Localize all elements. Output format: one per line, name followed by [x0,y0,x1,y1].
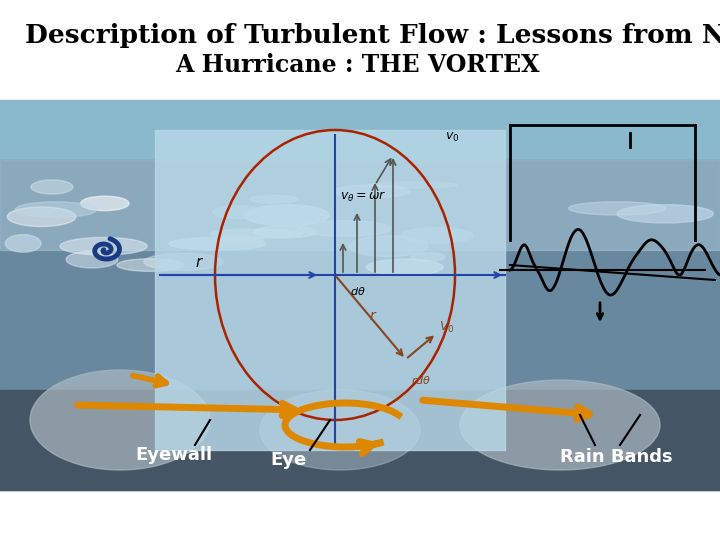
Ellipse shape [31,180,73,194]
Ellipse shape [144,253,222,271]
Ellipse shape [66,251,118,268]
Ellipse shape [168,238,266,250]
Ellipse shape [568,202,665,215]
Bar [0,390,720,490]
Ellipse shape [81,196,129,211]
Ellipse shape [460,380,660,470]
Ellipse shape [401,227,473,243]
Ellipse shape [254,226,316,238]
Ellipse shape [367,182,457,188]
Text: $rd\theta$: $rd\theta$ [410,374,431,386]
Ellipse shape [7,207,76,226]
Ellipse shape [244,205,330,226]
Bar [0,160,720,490]
Ellipse shape [366,259,443,275]
Ellipse shape [334,185,410,198]
Bar [0,100,720,160]
Text: Eye: Eye [270,451,306,469]
Ellipse shape [30,370,210,470]
Text: Rain Bands: Rain Bands [560,448,672,466]
Ellipse shape [250,195,297,203]
Ellipse shape [211,229,302,238]
Text: r: r [195,255,202,270]
Ellipse shape [5,234,41,252]
Ellipse shape [220,237,263,243]
Text: r: r [370,309,376,323]
Ellipse shape [349,236,428,256]
Bar [0,160,720,250]
Text: $v_\theta=\omega r$: $v_\theta=\omega r$ [340,190,387,204]
Text: $V_0$: $V_0$ [439,320,455,335]
Text: Description of Turbulent Flow : Lessons from Nature: Description of Turbulent Flow : Lessons … [25,23,720,48]
Text: $v_0$: $v_0$ [445,131,459,144]
Ellipse shape [15,202,97,218]
Ellipse shape [298,221,391,237]
Ellipse shape [60,238,147,255]
Text: A Hurricane : THE VORTEX: A Hurricane : THE VORTEX [175,53,539,77]
Ellipse shape [117,259,184,272]
Ellipse shape [617,205,714,223]
Text: Eyewall: Eyewall [135,446,212,464]
Text: $d\theta$: $d\theta$ [350,285,366,297]
Ellipse shape [212,206,262,219]
Ellipse shape [411,253,445,261]
Bar [155,130,505,450]
Ellipse shape [260,390,420,470]
